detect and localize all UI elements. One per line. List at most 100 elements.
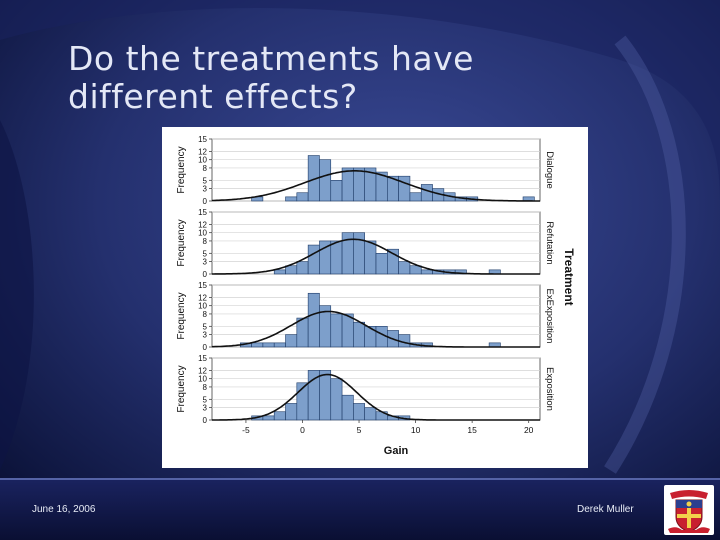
y-tick-label: 5: [203, 395, 208, 404]
histogram-bar: [420, 269, 433, 275]
crest-banner: [670, 490, 708, 499]
y-tick-label: 5: [203, 176, 208, 185]
histogram-bar: [398, 261, 411, 275]
crest-book: [686, 501, 692, 507]
histogram-bar: [262, 415, 275, 421]
histogram-bar: [409, 192, 422, 202]
y-tick-label: 12: [198, 293, 207, 302]
y-tick-label: 10: [198, 375, 207, 384]
histogram-bar: [420, 184, 433, 202]
facet-title: Treatment: [562, 248, 576, 305]
background-left-shade: [0, 120, 34, 470]
footer-date: June 16, 2006: [32, 504, 96, 515]
y-tick-label: 5: [203, 322, 208, 331]
footer-band: [0, 478, 720, 540]
footer-author: Derek Muller: [577, 504, 634, 515]
y-tick-label: 12: [198, 220, 207, 229]
background-arc: [604, 35, 686, 474]
y-tick-label: 0: [203, 343, 208, 352]
histogram-bar: [353, 167, 365, 202]
faceted-histogram-chart: 0 3 5 8 10 12 15 Frequency Dialogue 0 3 5 8 10 12 15 Fre…: [162, 127, 588, 468]
x-tick-label: 10: [411, 425, 421, 435]
slide-title-line-2: different effects?: [68, 77, 358, 116]
histogram-bar: [285, 265, 298, 275]
y-tick-label: 15: [198, 354, 207, 363]
y-tick-label: 10: [198, 156, 207, 165]
y-axis-label: Frequency: [176, 146, 187, 193]
histogram-bar: [319, 370, 332, 421]
panel-label-refutation: Refutation: [544, 221, 555, 264]
histogram-bar: [307, 292, 320, 348]
y-tick-label: 3: [203, 404, 208, 413]
background-swirl: [0, 0, 720, 200]
panel-label-exposition: Exposition: [544, 367, 555, 411]
y-axis-label: Frequency: [176, 292, 187, 339]
x-tick-label: -5: [242, 425, 250, 435]
x-tick-label: 0: [300, 425, 305, 435]
crest-cross-h: [677, 514, 701, 518]
histogram-bar: [330, 313, 343, 348]
histogram-bar: [375, 253, 388, 275]
crest-scroll: [668, 527, 710, 533]
normal-curve-refutation: [212, 238, 540, 275]
slide-title: Do the treatments have different effects…: [68, 40, 628, 116]
panel-label-exexposition: ExExposition: [544, 289, 555, 344]
slide-title-line-1: Do the treatments have: [68, 39, 474, 78]
y-tick-label: 0: [203, 197, 208, 206]
y-tick-label: 3: [203, 185, 208, 194]
y-tick-label: 3: [203, 258, 208, 267]
histogram-bar: [398, 175, 411, 202]
y-tick-label: 10: [198, 229, 207, 238]
y-tick-label: 10: [198, 302, 207, 311]
x-axis-label: Gain: [384, 445, 409, 457]
y-tick-label: 12: [198, 366, 207, 375]
y-tick-label: 15: [198, 281, 207, 290]
histogram-bar: [341, 394, 354, 421]
histogram-bar: [353, 321, 365, 348]
y-tick-label: 8: [203, 310, 208, 319]
y-tick-label: 3: [203, 331, 208, 340]
histogram-bar: [319, 159, 332, 202]
y-tick-label: 8: [203, 237, 208, 246]
histogram-bar: [273, 411, 286, 421]
panel-label-dialogue: Dialogue: [544, 151, 555, 189]
histogram-bar: [341, 313, 354, 348]
histogram-bar: [307, 370, 320, 421]
histogram-bar: [330, 378, 343, 421]
histogram-bar: [285, 403, 298, 421]
normal-curve-exexposition: [212, 310, 540, 348]
histogram-bar: [307, 244, 320, 275]
histogram-bar: [262, 342, 275, 348]
histogram-bar: [330, 180, 343, 202]
histogram-bar: [330, 240, 343, 275]
y-tick-label: 0: [203, 270, 208, 279]
y-axis-label: Frequency: [176, 365, 187, 412]
histogram-bar: [273, 342, 286, 348]
footer-divider: [0, 478, 720, 480]
histogram-bar: [353, 403, 365, 421]
university-crest-logo: [664, 485, 714, 535]
histogram-bar: [285, 196, 298, 202]
y-tick-label: 15: [198, 208, 207, 217]
y-axis-label: Frequency: [176, 219, 187, 266]
histogram-bar: [364, 407, 377, 421]
histogram-bar: [251, 342, 264, 348]
histogram-bar: [364, 240, 377, 275]
histogram-bar: [273, 269, 286, 275]
histogram-bar: [296, 261, 309, 275]
x-tick-label: 20: [524, 425, 534, 435]
histogram-bar: [296, 317, 309, 348]
y-tick-label: 5: [203, 249, 208, 258]
x-tick-label: 5: [357, 425, 362, 435]
y-tick-label: 8: [203, 383, 208, 392]
y-tick-label: 15: [198, 135, 207, 144]
normal-curve-dialogue: [212, 170, 540, 202]
y-tick-label: 12: [198, 147, 207, 156]
y-tick-label: 8: [203, 164, 208, 173]
histogram-bar: [285, 334, 298, 348]
histogram-bar: [296, 192, 309, 202]
x-tick-label: 15: [467, 425, 477, 435]
histogram-bar: [341, 167, 354, 202]
normal-curve-exposition: [212, 373, 540, 421]
